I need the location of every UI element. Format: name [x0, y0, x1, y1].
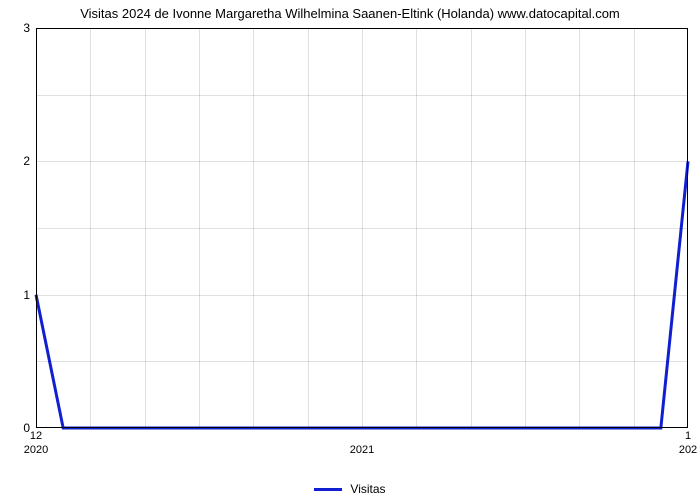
grid-v	[634, 28, 635, 428]
grid-v	[253, 28, 254, 428]
grid-v	[199, 28, 200, 428]
grid-v	[362, 28, 363, 428]
y-tick: 1	[23, 288, 30, 302]
x-tick-year: 2021	[350, 444, 374, 456]
legend-label: Visitas	[350, 482, 385, 496]
grid-v	[471, 28, 472, 428]
grid-v	[525, 28, 526, 428]
legend-swatch	[314, 488, 342, 491]
grid-v	[308, 28, 309, 428]
grid-v	[579, 28, 580, 428]
x-tick-year: 202	[679, 444, 697, 456]
grid-v	[145, 28, 146, 428]
x-tick-month: 12	[30, 430, 42, 442]
y-tick: 2	[23, 154, 30, 168]
grid-v	[416, 28, 417, 428]
legend: Visitas	[0, 482, 700, 496]
grid-v	[90, 28, 91, 428]
chart-container: Visitas 2024 de Ivonne Margaretha Wilhel…	[0, 0, 700, 500]
x-tick-month: 1	[685, 430, 691, 442]
plot-area: 012312202020211202	[36, 28, 688, 428]
chart-title: Visitas 2024 de Ivonne Margaretha Wilhel…	[0, 6, 700, 21]
x-tick-year: 2020	[24, 444, 48, 456]
y-tick: 3	[23, 21, 30, 35]
